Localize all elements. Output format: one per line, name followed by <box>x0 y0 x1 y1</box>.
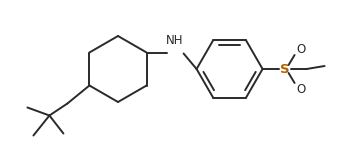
Text: NH: NH <box>166 34 183 46</box>
Text: O: O <box>296 42 305 56</box>
Text: O: O <box>296 83 305 96</box>
Text: S: S <box>280 62 289 76</box>
